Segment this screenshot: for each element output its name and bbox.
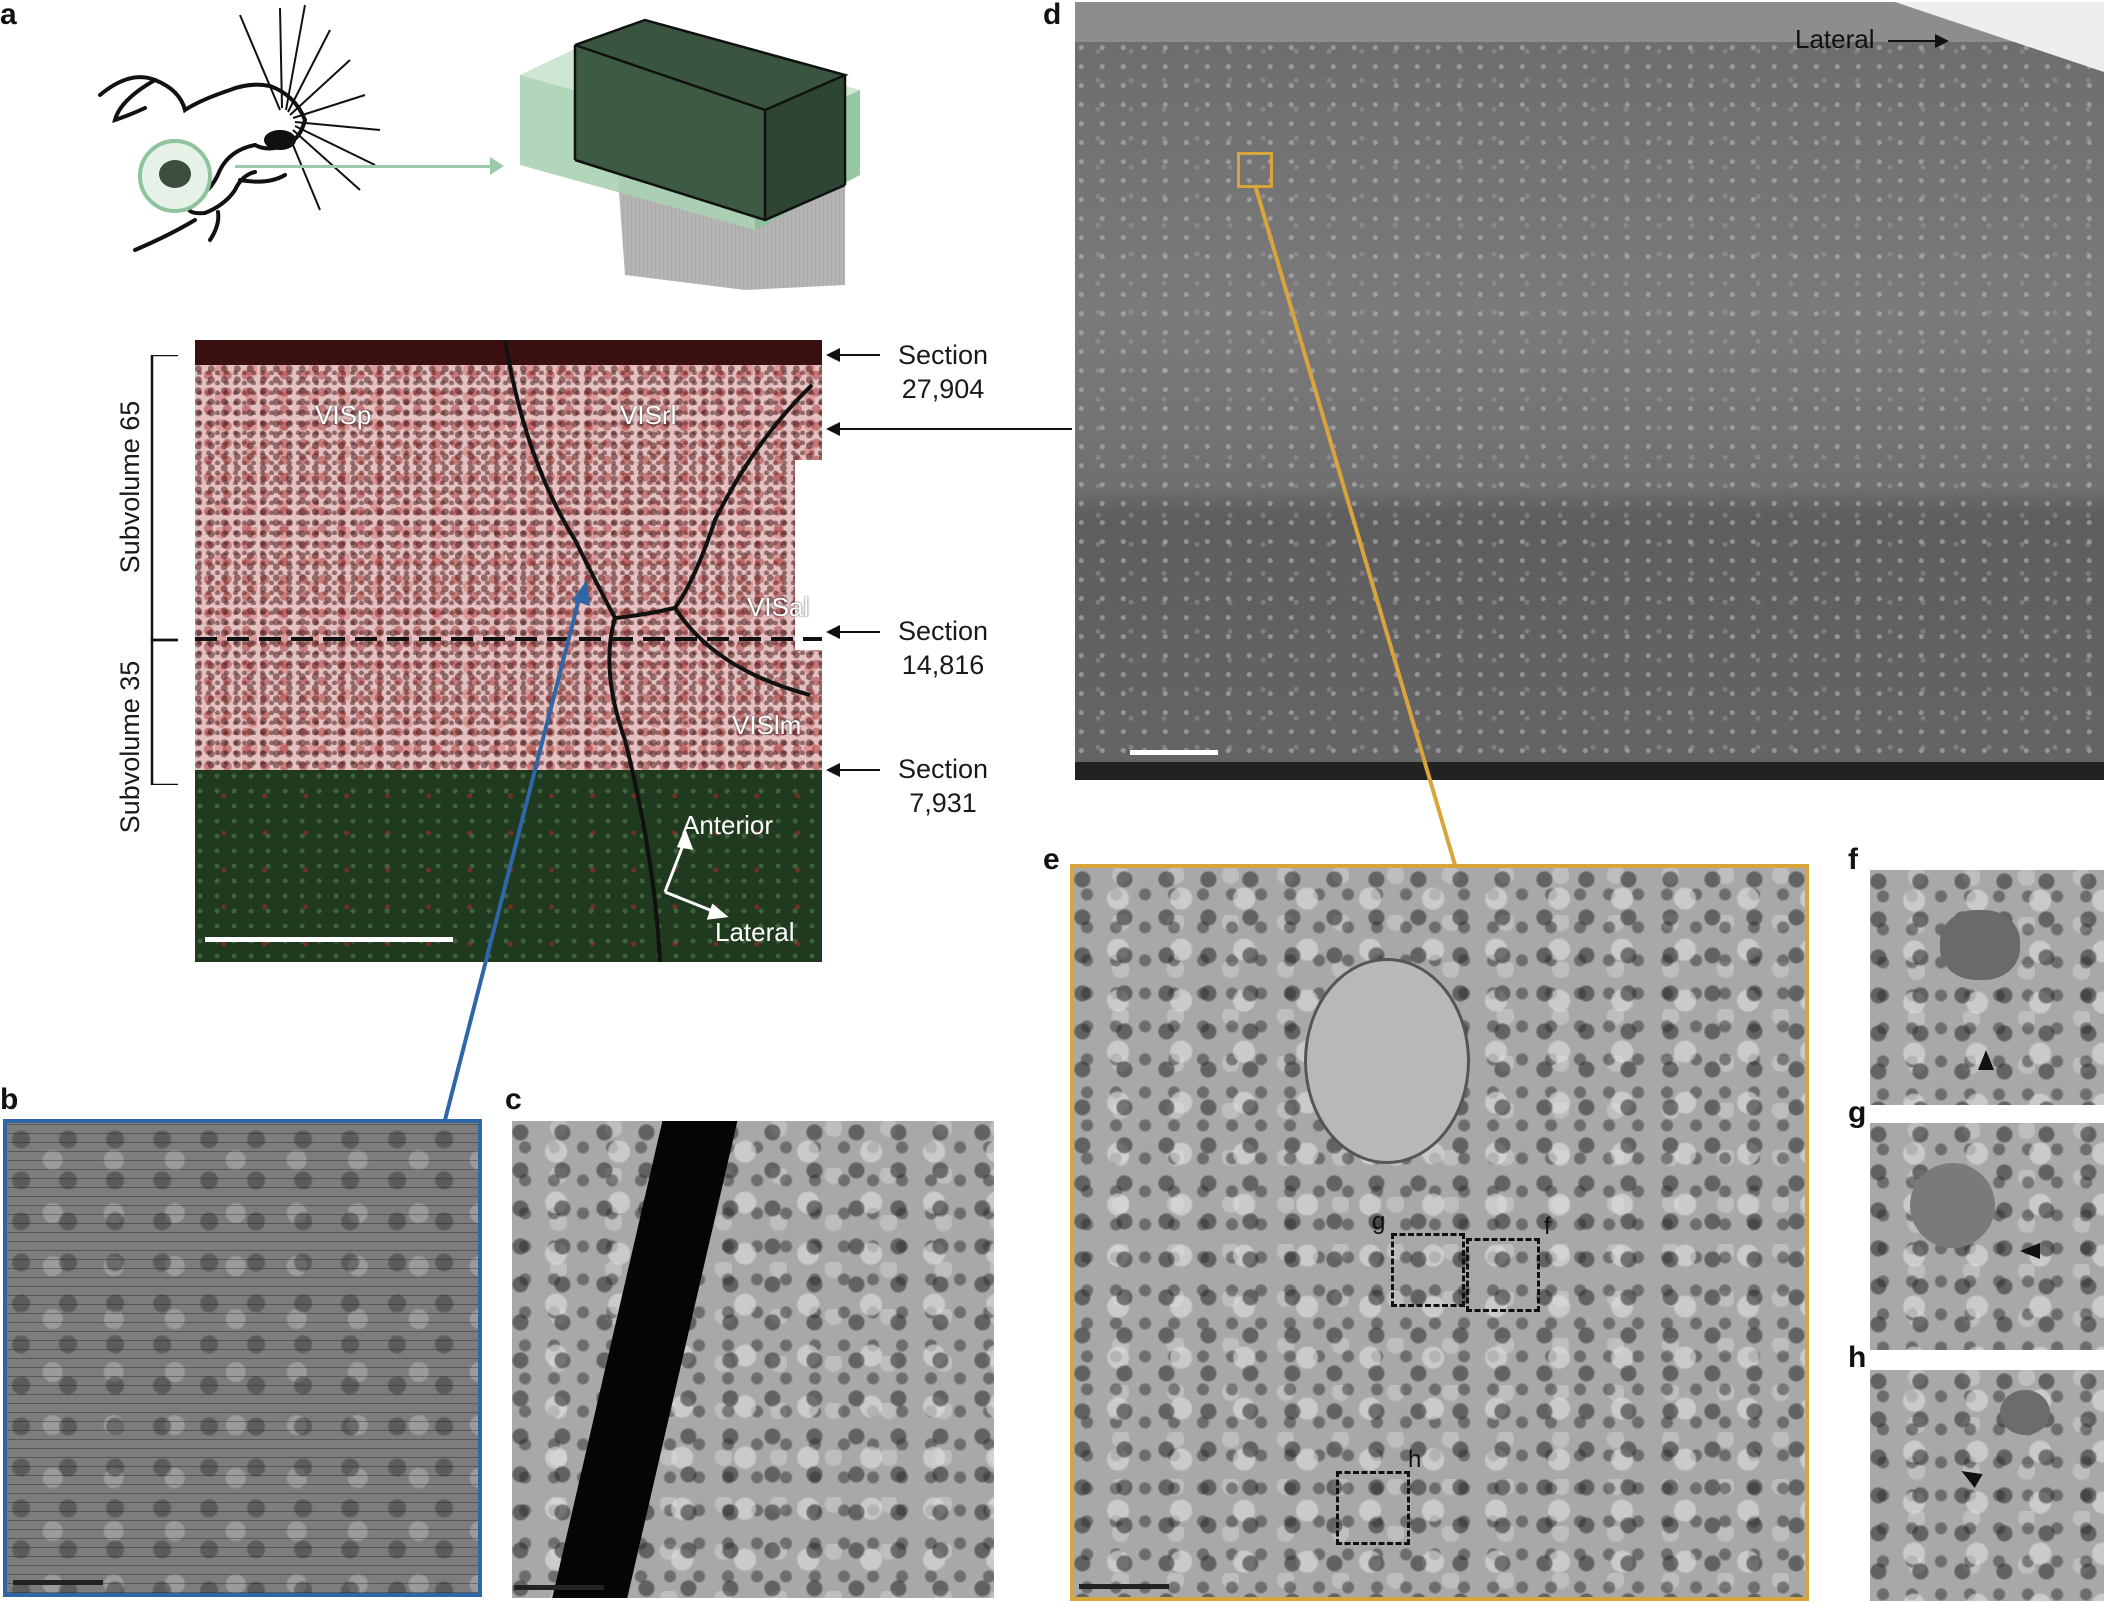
em-image-g (1870, 1123, 2104, 1350)
synapse-blob (2000, 1390, 2050, 1435)
volume-cube-icon (520, 18, 860, 290)
arrow-icon (826, 625, 840, 639)
scale-bar (13, 1580, 103, 1585)
panel-label-e: e (1043, 843, 1060, 876)
arrow-icon (840, 428, 1072, 430)
arrow-icon (840, 631, 880, 633)
roi-label-h: h (1408, 1446, 1422, 1473)
arrow-icon (826, 763, 840, 777)
roi-label-f: f (1544, 1213, 1551, 1240)
section-label-2: Section 14,816 (897, 616, 989, 680)
tissue-section-image: VISp VISrl VISal VISlm Anterior Lateral (195, 340, 835, 962)
orientation-arrows-icon (663, 827, 729, 920)
synapse-arrowhead-icon (2020, 1243, 2040, 1259)
orientation-anterior: Anterior (682, 810, 774, 840)
panel-label-g: g (1848, 1096, 1867, 1129)
arrow-icon (490, 157, 504, 175)
subvolume-brackets (150, 355, 178, 785)
roi-box-g (1391, 1233, 1465, 1307)
arrow-icon (840, 354, 880, 356)
fluorescent-tissue-pink (195, 365, 822, 810)
cell-nucleus (1304, 958, 1470, 1164)
synapse-arrowhead-icon (1957, 1464, 1983, 1488)
em-image-b (3, 1119, 482, 1597)
em-overview-d (1075, 2, 2104, 780)
panel-label-a: a (0, 0, 17, 31)
arrow-icon (235, 165, 500, 168)
link-line-blue (443, 580, 590, 1121)
roi-label-g: g (1372, 1208, 1386, 1235)
panel-label-c: c (505, 1083, 522, 1116)
scale-bar (205, 937, 453, 942)
dark-band (544, 1121, 742, 1598)
region-label-visrl: VISrl (620, 400, 677, 430)
panel-label-b: b (0, 1083, 19, 1116)
region-label-vislm: VISlm (732, 710, 802, 740)
arrow-icon (1935, 34, 1949, 48)
roi-box-h (1336, 1471, 1410, 1545)
em-image-e: g f h (1070, 864, 1809, 1601)
mouse-head-icon (98, 4, 381, 252)
region-label-visal: VISal (747, 592, 810, 622)
area-boundaries (195, 340, 822, 962)
em-image-c (512, 1121, 994, 1598)
synapse-arrowhead-icon (1978, 1050, 1994, 1070)
section-label-3: Section 7,931 (897, 754, 989, 818)
arrow-icon (840, 769, 880, 771)
scale-bar (514, 1585, 604, 1590)
em-image-h (1870, 1370, 2104, 1601)
subvolume-65-label: Subvolume 65 (115, 400, 145, 574)
region-label-visp: VISp (315, 400, 372, 430)
synapse-blob (1910, 1163, 1995, 1248)
arrow-icon (826, 422, 840, 436)
link-line-gold (1253, 184, 1457, 866)
orientation-lateral: Lateral (715, 917, 795, 947)
scale-bar (1079, 1584, 1169, 1589)
synapse-blob (1940, 910, 2020, 980)
subvolume-35-label: Subvolume 35 (115, 660, 145, 834)
section-label-1: Section 27,904 (897, 340, 989, 404)
lateral-label-d: Lateral (1795, 24, 1875, 54)
panel-label-f: f (1848, 843, 1858, 876)
arrow-icon (1888, 40, 1938, 42)
em-image-f (1870, 870, 2104, 1105)
arrow-icon (826, 348, 840, 362)
panel-label-h: h (1848, 1341, 1867, 1374)
panel-label-d: d (1043, 0, 1062, 31)
scale-bar (1130, 750, 1218, 755)
roi-box-f (1466, 1238, 1540, 1312)
